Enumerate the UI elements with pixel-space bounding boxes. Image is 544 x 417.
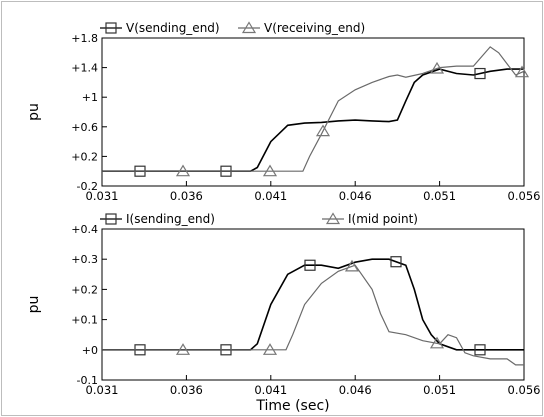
x-tick-label: 0.046 <box>339 383 372 397</box>
series-line-i-mid-point- <box>102 264 524 366</box>
series-marker <box>390 256 402 268</box>
y-tick-label: -0.1 <box>77 374 98 387</box>
x-tick-label: 0.036 <box>170 189 203 203</box>
legend-label: I(sending_end) <box>126 212 215 226</box>
series-marker <box>175 343 191 355</box>
series-marker <box>344 259 360 272</box>
y-tick-label: +0 <box>82 344 98 357</box>
y-tick-label: +0.4 <box>71 223 98 236</box>
x-axis-label: Time (sec) <box>255 398 329 414</box>
y-axis-label: pu <box>26 296 42 314</box>
x-tick-label: 0.046 <box>339 189 372 203</box>
y-tick-label: +0.3 <box>71 253 98 266</box>
x-tick-label: 0.041 <box>254 383 287 397</box>
series-marker <box>429 61 445 74</box>
y-tick-label: +0.2 <box>71 150 98 163</box>
x-tick-label: 0.036 <box>170 383 203 397</box>
series-marker <box>304 259 316 271</box>
legend-marker <box>241 21 257 34</box>
legend-label: I(mid point) <box>348 212 418 226</box>
x-tick-label: 0.056 <box>508 383 541 397</box>
x-tick-label: 0.056 <box>508 189 541 203</box>
x-tick-label: 0.041 <box>254 189 287 203</box>
series-marker <box>474 344 486 356</box>
series-line-v-sending-end- <box>102 68 524 172</box>
y-tick-label: +1.4 <box>71 62 98 75</box>
y-tick-label: -0.2 <box>77 180 98 193</box>
series-line-i-sending-end- <box>102 258 524 351</box>
legend-label: V(receiving_end) <box>264 21 365 35</box>
y-tick-label: +0.2 <box>71 283 98 296</box>
y-tick-label: +1 <box>82 91 98 104</box>
series-marker <box>474 67 486 80</box>
legend-marker <box>105 213 117 225</box>
series-marker <box>429 336 445 349</box>
plot-area <box>101 37 525 187</box>
y-tick-label: +1.8 <box>71 32 98 45</box>
x-tick-label: 0.051 <box>423 383 456 397</box>
legend-marker <box>105 22 117 34</box>
x-tick-label: 0.051 <box>423 189 456 203</box>
series-marker <box>262 164 278 177</box>
x-tick-label: 0.031 <box>86 189 119 203</box>
series-marker <box>262 343 278 355</box>
y-tick-label: +0.1 <box>71 314 98 327</box>
y-axis-label: pu <box>26 103 42 121</box>
series-marker <box>175 164 191 177</box>
plot-area <box>101 228 525 381</box>
series-marker <box>514 65 530 78</box>
y-tick-label: +0.6 <box>71 121 98 134</box>
series-marker <box>315 124 331 137</box>
legend-marker <box>325 212 341 225</box>
x-tick-label: 0.031 <box>86 383 119 397</box>
legend-label: V(sending_end) <box>126 21 220 35</box>
